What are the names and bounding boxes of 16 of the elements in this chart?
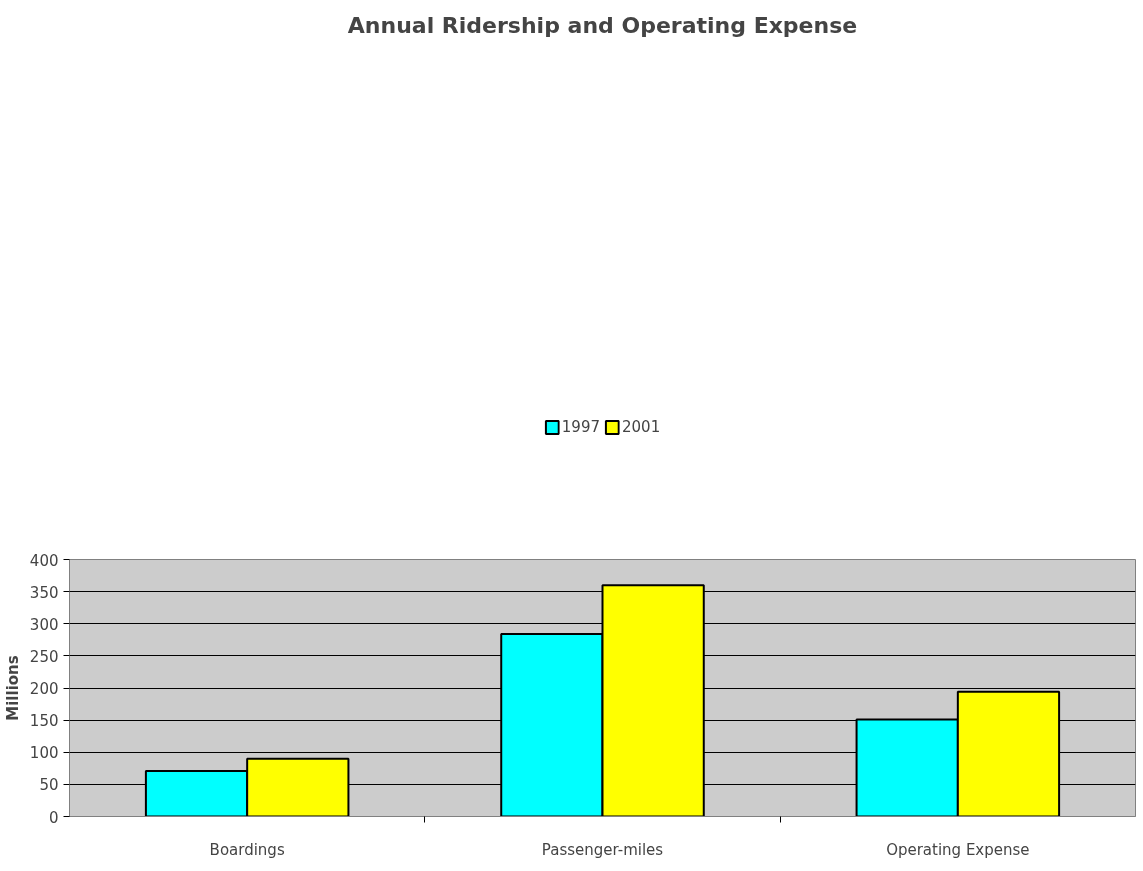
y-tick-label: 300 [29,615,59,634]
y-tick-label: 350 [29,583,59,602]
legend-label: 2001 [622,417,661,436]
y-tick-label: 0 [48,808,59,827]
x-tick-label: Boardings [209,840,285,859]
x-tick-label: Operating Expense [886,840,1030,859]
chart-title: Annual Ridership and Operating Expense [347,12,858,38]
y-tick-label: 400 [29,551,59,570]
x-tick-label: Passenger-miles [541,840,664,859]
y-tick-label: 100 [29,744,59,763]
y-axis-title: Millions [3,655,22,721]
y-tick-label: 150 [29,712,59,731]
y-tick-label: 250 [29,647,59,666]
legend-label: 1997 [561,417,600,436]
y-tick-label: 200 [29,680,59,698]
y-tick-label: 50 [39,776,59,795]
